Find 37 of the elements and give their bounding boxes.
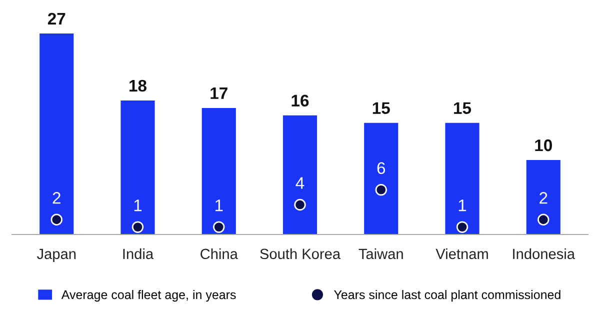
data-label: 27 — [48, 12, 66, 24]
x-tick-label: Japan — [36, 248, 76, 262]
data-label: 2 — [52, 192, 60, 204]
data-label: 17 — [210, 87, 228, 99]
data-label: 15 — [372, 102, 390, 114]
bar — [364, 122, 398, 234]
data-label: 1 — [458, 200, 466, 212]
bar — [445, 122, 480, 234]
x-tick-label: South Korea — [260, 248, 341, 260]
point — [456, 221, 468, 233]
point — [213, 221, 225, 233]
x-tick-label: Indonesia — [513, 248, 576, 260]
data-label: 1 — [216, 200, 223, 212]
point — [50, 214, 62, 226]
data-label: 15 — [454, 102, 472, 114]
point — [538, 214, 550, 226]
x-tick-label: India — [123, 248, 154, 260]
data-label: 6 — [377, 162, 386, 174]
x-tick-label: Taiwan — [358, 248, 403, 260]
legend-label: Years since last coal plant commissioned — [334, 290, 560, 302]
bar — [40, 34, 74, 234]
x-tick-label: China — [200, 248, 238, 260]
data-label: 18 — [130, 80, 147, 92]
data-label: 2 — [540, 192, 548, 204]
point — [375, 184, 387, 196]
point — [294, 198, 306, 211]
bar — [526, 160, 560, 234]
bar — [120, 100, 155, 234]
point — [132, 221, 144, 233]
data-label: 10 — [535, 139, 552, 152]
data-label: 16 — [292, 94, 309, 107]
bar — [202, 108, 236, 234]
bar — [282, 115, 318, 234]
legend-label: Average coal fleet age, in years — [61, 290, 236, 302]
data-label: 4 — [296, 177, 304, 189]
data-label: 1 — [134, 200, 142, 212]
x-tick-label: Vietnam — [436, 248, 488, 260]
